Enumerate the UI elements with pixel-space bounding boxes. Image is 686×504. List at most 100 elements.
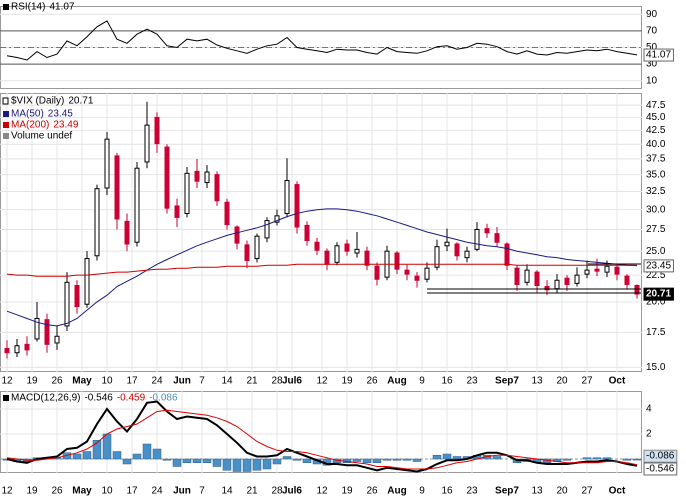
candle-body (474, 228, 480, 250)
histogram-bar (232, 458, 242, 472)
candle-body (374, 265, 380, 280)
candle-body (244, 244, 250, 261)
legend-label: Volume undef (11, 131, 72, 142)
candle-body (364, 250, 370, 266)
legend-swatch (3, 395, 9, 401)
candle-body (224, 201, 230, 226)
x-tick-label: 19 (26, 376, 38, 387)
x-tick-label: 17 (126, 486, 138, 497)
candle-body (444, 241, 450, 247)
histogram-bar (192, 458, 202, 463)
y-tick-label: 90 (646, 9, 658, 20)
histogram-bar (102, 433, 112, 460)
histogram-bar (362, 458, 372, 463)
histogram-bar (302, 458, 312, 463)
candle-body (94, 188, 100, 257)
legend-swatch (3, 111, 9, 117)
histogram-bar (242, 458, 252, 472)
y-tick-label: 70 (646, 26, 658, 37)
candle-body (434, 246, 440, 268)
histogram-bar (442, 453, 452, 460)
x-tick-label: 12 (316, 486, 328, 497)
last-value: -0.546 (646, 463, 675, 474)
y-tick-label: 4 (646, 404, 652, 415)
x-tick-label: 10 (101, 376, 113, 387)
candle-body (494, 233, 500, 243)
histogram-bar (172, 458, 182, 467)
x-tick-label: Aug (387, 486, 406, 497)
x-tick-label: 13 (531, 376, 543, 387)
histogram-bar (202, 458, 212, 463)
candle-body (584, 269, 590, 275)
histogram-bar (282, 456, 292, 460)
x-tick-label: 10 (101, 486, 113, 497)
candle-body (134, 167, 140, 243)
histogram-bar (162, 458, 172, 461)
plot-area (0, 13, 642, 82)
candle-body (54, 335, 60, 344)
histogram-bar (182, 458, 192, 463)
candle-body (4, 347, 10, 354)
histogram-bar (142, 443, 152, 460)
value-box (643, 287, 674, 301)
x-tick-label: Aug (387, 376, 406, 387)
candle-body (454, 243, 460, 257)
y-tick-label: 25.0 (646, 246, 666, 257)
candle-body (404, 269, 410, 275)
candle-body (574, 274, 580, 284)
candle-body (484, 228, 490, 234)
x-tick-label: 20 (556, 376, 568, 387)
x-tick-label: 23 (466, 486, 478, 497)
candle-body (324, 250, 330, 265)
x-tick-label: 28 (271, 376, 283, 387)
x-tick-label: Oct (609, 376, 626, 387)
series-line (6, 400, 638, 473)
x-tick-label: 19 (341, 376, 353, 387)
x-tick-label: 7 (199, 486, 205, 497)
x-tick-label: 19 (26, 486, 38, 497)
x-tick-label: 14 (221, 486, 233, 497)
x-tick-label: 14 (221, 376, 233, 387)
candle-body (274, 215, 280, 223)
x-tick-label: 26 (366, 486, 378, 497)
y-tick-label: 30.0 (646, 204, 666, 215)
histogram-bar (122, 458, 132, 465)
y-tick-label: 22.5 (646, 270, 666, 281)
candle-body (214, 174, 220, 202)
histogram-bar (602, 457, 612, 460)
x-tick-label: Jul6 (282, 486, 302, 497)
histogram-bar (212, 458, 222, 467)
last-value: -0.086 (646, 451, 675, 462)
candle-body (414, 275, 420, 281)
y-tick-label: 15.0 (646, 362, 666, 373)
candle-body (594, 268, 600, 272)
value-box (643, 462, 678, 476)
y-tick-label: 20.0 (646, 297, 666, 308)
x-tick-label: 13 (531, 486, 543, 497)
x-tick-label: Sep7 (495, 486, 519, 497)
x-tick-label: Oct (609, 486, 626, 497)
legend-label: MA(200) (11, 120, 49, 131)
x-tick-label: 16 (441, 486, 453, 497)
y-tick-label: 42.5 (646, 125, 666, 136)
histogram-bar (272, 458, 282, 465)
legend-value: 41.07 (49, 2, 74, 13)
legend-value: -0.546 (84, 393, 113, 404)
legend-value: 20.71 (68, 96, 93, 107)
legend-swatch (3, 133, 9, 139)
x-tick-label: 28 (271, 486, 283, 497)
x-tick-label: Jun (173, 486, 191, 497)
histogram-bar (152, 448, 162, 460)
candle-body (204, 171, 210, 184)
histogram-bar (222, 458, 232, 471)
y-tick-label: 40.0 (646, 139, 666, 150)
histogram-bar (632, 458, 642, 461)
candle-body (114, 155, 120, 220)
series-line (6, 409, 638, 470)
x-tick-label: 23 (466, 376, 478, 387)
candle-body (634, 284, 640, 295)
candle-body (334, 245, 340, 263)
candle-body (254, 235, 260, 260)
y-tick-label: 45.0 (646, 112, 666, 123)
